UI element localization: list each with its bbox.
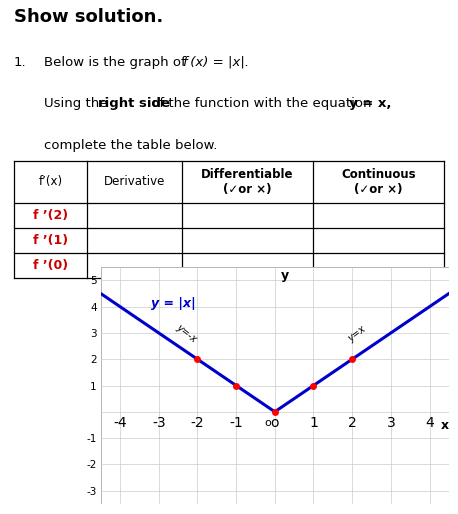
Text: of the function with the equation: of the function with the equation xyxy=(147,97,376,110)
Text: 1.: 1. xyxy=(14,56,27,68)
Text: Using the: Using the xyxy=(44,97,111,110)
Text: Derivative: Derivative xyxy=(104,175,165,189)
Text: Differentiable
(✓or ×): Differentiable (✓or ×) xyxy=(201,168,294,196)
Text: y: y xyxy=(281,269,289,282)
Text: f’(x): f’(x) xyxy=(38,175,62,189)
Text: Below is the graph of: Below is the graph of xyxy=(44,56,190,68)
Text: f (x) = |x|.: f (x) = |x|. xyxy=(183,56,249,68)
Text: f ’(2): f ’(2) xyxy=(33,209,68,222)
Text: y = |x|: y = |x| xyxy=(151,297,196,310)
Text: o: o xyxy=(264,417,271,428)
Text: y=x: y=x xyxy=(346,324,368,344)
Text: right side: right side xyxy=(98,97,169,110)
Text: f ’(1): f ’(1) xyxy=(33,234,68,247)
Text: f ’(0): f ’(0) xyxy=(33,259,68,272)
Text: x: x xyxy=(441,419,449,432)
Text: Show solution.: Show solution. xyxy=(14,8,163,26)
Text: complete the table below.: complete the table below. xyxy=(44,139,217,152)
Text: y = x,: y = x, xyxy=(349,97,391,110)
Text: y=-x: y=-x xyxy=(174,322,199,344)
Text: Continuous
(✓or ×): Continuous (✓or ×) xyxy=(341,168,416,196)
